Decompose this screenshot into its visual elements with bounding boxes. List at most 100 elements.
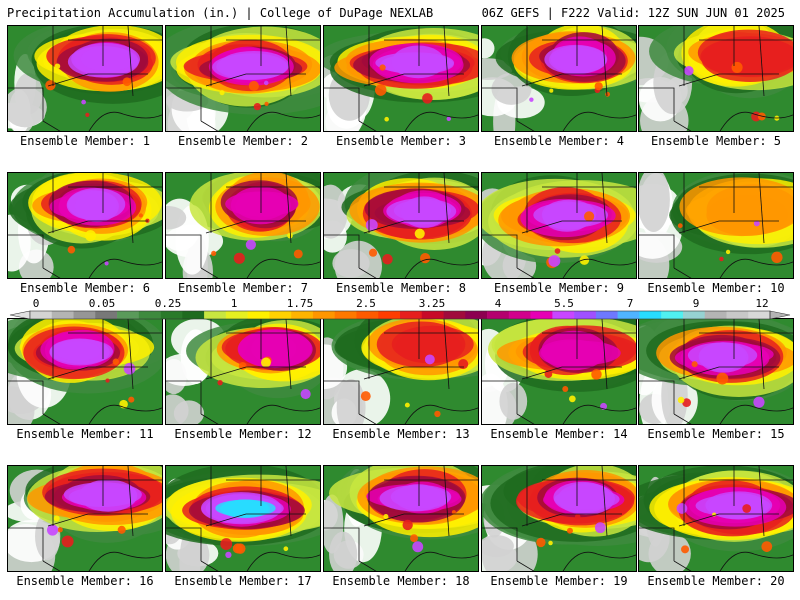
member-map-20 [638, 465, 794, 572]
member-map-4 [481, 25, 637, 132]
colorbar-swatch [204, 311, 227, 319]
precip-field [166, 466, 320, 571]
chart-title: Precipitation Accumulation (in.) | Colle… [7, 6, 434, 20]
colorbar-swatch [312, 311, 336, 319]
colorbar-swatch [30, 311, 53, 319]
precip-field [324, 173, 478, 278]
colorbar-swatch [334, 311, 357, 319]
member-caption-1: Ensemble Member: 1 [19, 134, 151, 148]
precip-field [8, 26, 162, 131]
run-info: 06Z GEFS | F222 Valid: 12Z SUN JUN 01 20… [481, 6, 785, 20]
colorbar-swatch [73, 311, 96, 319]
colorbar-swatch [661, 311, 684, 319]
colorbar-swatch [95, 311, 118, 319]
colorbar-swatch [225, 311, 248, 319]
member-map-3 [323, 25, 479, 132]
member-caption-16: Ensemble Member: 16 [16, 574, 154, 588]
member-caption-13: Ensemble Member: 13 [332, 427, 470, 441]
colorbar-tick-label: 0.05 [88, 297, 116, 310]
colorbar-swatch [682, 311, 706, 319]
member-caption-4: Ensemble Member: 4 [493, 134, 625, 148]
member-caption-20: Ensemble Member: 20 [647, 574, 785, 588]
precip-field [639, 319, 793, 424]
member-caption-3: Ensemble Member: 3 [335, 134, 467, 148]
colorbar-tick-label: 9 [692, 297, 700, 310]
precip-field [166, 173, 320, 278]
colorbar-tick-label: 1 [230, 297, 238, 310]
colorbar-swatch [443, 311, 466, 319]
precip-field [482, 319, 636, 424]
member-caption-9: Ensemble Member: 9 [493, 281, 625, 295]
member-map-1 [7, 25, 163, 132]
member-map-16 [7, 465, 163, 572]
member-caption-7: Ensemble Member: 7 [177, 281, 309, 295]
member-caption-11: Ensemble Member: 11 [16, 427, 154, 441]
colorbar-swatch [748, 311, 771, 319]
colorbar-swatch [639, 311, 662, 319]
colorbar [9, 310, 791, 320]
colorbar-swatch [160, 311, 183, 319]
member-map-15 [638, 318, 794, 425]
colorbar-tick-label: 2.5 [356, 297, 376, 310]
colorbar-swatch [291, 311, 314, 319]
colorbar-swatch [51, 311, 74, 319]
member-caption-8: Ensemble Member: 8 [335, 281, 467, 295]
colorbar-tick-label: 3.25 [418, 297, 446, 310]
precip-field [8, 173, 162, 278]
member-map-8 [323, 172, 479, 279]
member-map-13 [323, 318, 479, 425]
precip-field [166, 319, 320, 424]
colorbar-swatch [400, 311, 423, 319]
precip-field [8, 319, 162, 424]
member-caption-2: Ensemble Member: 2 [177, 134, 309, 148]
member-caption-6: Ensemble Member: 6 [19, 281, 151, 295]
member-map-6 [7, 172, 163, 279]
colorbar-swatch [138, 311, 161, 319]
colorbar-swatch [574, 311, 597, 319]
precip-field [639, 26, 793, 131]
colorbar-swatch [465, 311, 488, 319]
precip-field [166, 26, 320, 131]
colorbar-swatch [552, 311, 575, 319]
member-map-10 [638, 172, 794, 279]
precip-field [324, 466, 478, 571]
colorbar-tick-label: 0 [32, 297, 40, 310]
colorbar-swatch [378, 311, 401, 319]
precip-field [639, 466, 793, 571]
colorbar-tick-label: 7 [626, 297, 634, 310]
member-caption-15: Ensemble Member: 15 [647, 427, 785, 441]
colorbar-tick-label: 0.25 [154, 297, 182, 310]
member-caption-17: Ensemble Member: 17 [174, 574, 312, 588]
colorbar-swatch [356, 311, 379, 319]
colorbar-swatch [247, 311, 270, 319]
colorbar-swatch [117, 311, 140, 319]
member-map-17 [165, 465, 321, 572]
member-caption-5: Ensemble Member: 5 [650, 134, 782, 148]
colorbar-swatch [421, 311, 444, 319]
member-caption-19: Ensemble Member: 19 [490, 574, 628, 588]
colorbar-tick-label: 12 [755, 297, 769, 310]
precip-field [8, 466, 162, 571]
precip-field [639, 173, 793, 278]
member-caption-12: Ensemble Member: 12 [174, 427, 312, 441]
member-map-7 [165, 172, 321, 279]
member-map-14 [481, 318, 637, 425]
member-caption-14: Ensemble Member: 14 [490, 427, 628, 441]
member-map-5 [638, 25, 794, 132]
member-caption-18: Ensemble Member: 18 [332, 574, 470, 588]
precip-field [482, 466, 636, 571]
colorbar-swatch [508, 311, 531, 319]
colorbar-swatch [182, 311, 205, 319]
colorbar-tick-label: 5.5 [554, 297, 574, 310]
member-map-9 [481, 172, 637, 279]
colorbar-tick-label: 1.75 [286, 297, 314, 310]
precip-field [482, 173, 636, 278]
colorbar-swatch [595, 311, 618, 319]
member-map-12 [165, 318, 321, 425]
colorbar-swatch [269, 311, 292, 319]
colorbar-swatch [726, 311, 749, 319]
member-map-18 [323, 465, 479, 572]
colorbar-tick-label: 4 [494, 297, 502, 310]
member-map-11 [7, 318, 163, 425]
member-caption-10: Ensemble Member: 10 [647, 281, 785, 295]
